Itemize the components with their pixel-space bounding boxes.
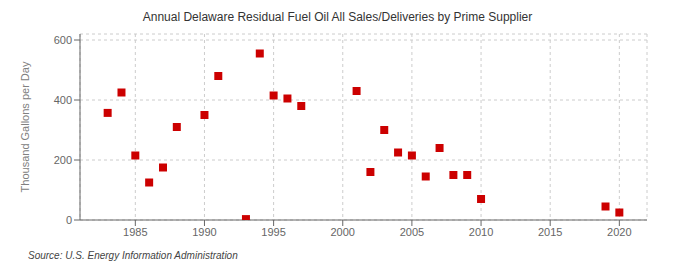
- svg-text:600: 600: [54, 34, 72, 46]
- svg-text:2015: 2015: [538, 226, 562, 238]
- html-text:Source: U.S. Energy Informatio: Source: U.S. Energy Information Administ…: [28, 250, 238, 261]
- svg-text:1995: 1995: [261, 226, 285, 238]
- svg-text:Thousand Gallons per Day: Thousand Gallons per Day: [19, 61, 31, 192]
- svg-text:0: 0: [66, 214, 72, 226]
- svg-text:1990: 1990: [192, 226, 216, 238]
- svg-text:200: 200: [54, 154, 72, 166]
- svg-text:2000: 2000: [331, 226, 355, 238]
- svg-text:2010: 2010: [469, 226, 493, 238]
- html-text:Annual Delaware Residual Fuel: Annual Delaware Residual Fuel Oil All Sa…: [142, 10, 533, 24]
- svg-text:400: 400: [54, 94, 72, 106]
- svg-text:1985: 1985: [123, 226, 147, 238]
- svg-text:2020: 2020: [607, 226, 631, 238]
- svg-text:2005: 2005: [400, 226, 424, 238]
